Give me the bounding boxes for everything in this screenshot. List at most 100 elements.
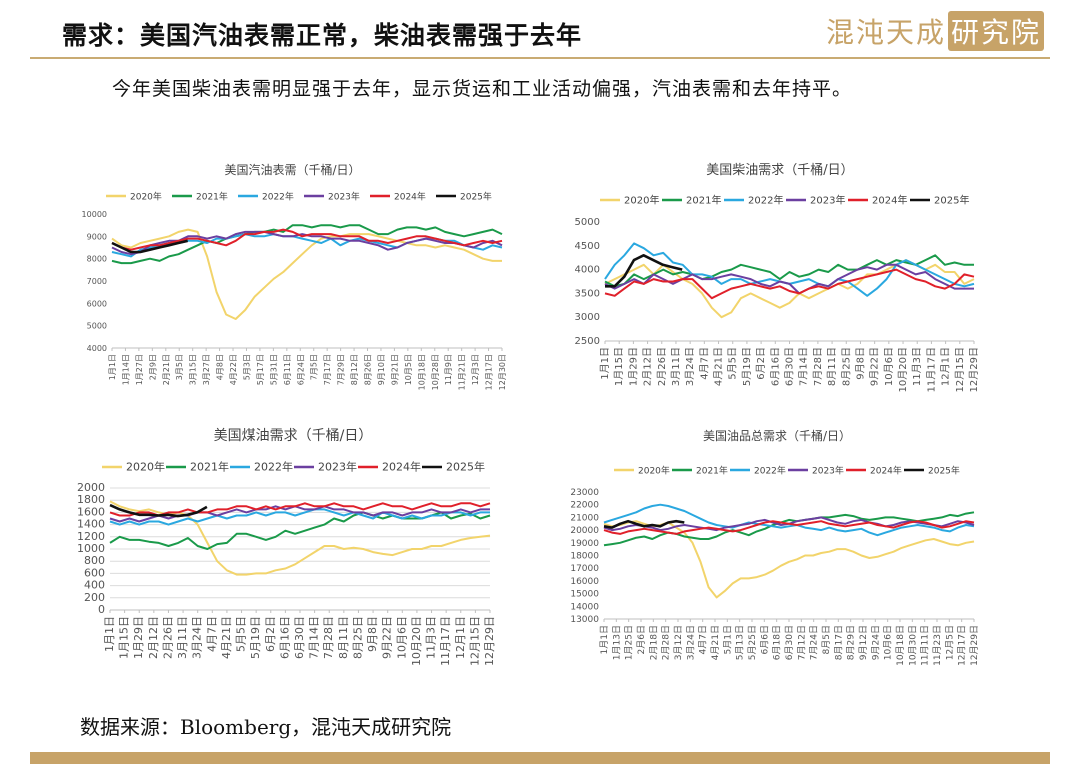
y-tick-label: 200	[84, 591, 105, 604]
x-tick-label: 3月15日	[189, 354, 198, 385]
legend-label-series-2023: 2023年	[810, 194, 845, 207]
x-tick-label: 10月6日	[395, 616, 408, 659]
x-tick-label: 5月1日	[722, 625, 733, 654]
x-tick-label: 1月13日	[611, 625, 622, 660]
x-tick-label: 7月14日	[798, 347, 810, 386]
x-tick-label: 6月16日	[278, 616, 291, 659]
x-tick-label: 4月7日	[205, 616, 218, 652]
x-tick-label: 6月16日	[769, 347, 781, 386]
legend-label-series-2020: 2020年	[638, 465, 670, 477]
y-tick-label: 17000	[570, 564, 599, 574]
legend-label-series-2022: 2022年	[748, 194, 783, 207]
legend-label-series-2025: 2025年	[928, 465, 960, 477]
x-tick-label: 10月20日	[897, 347, 909, 392]
x-tick-label: 6月30日	[784, 625, 795, 660]
y-tick-label: 3500	[575, 288, 600, 299]
x-tick-label: 11月21日	[458, 354, 467, 390]
x-tick-label: 10月6日	[883, 625, 894, 660]
y-tick-label: 7000	[87, 277, 107, 286]
x-tick-label: 4月7日	[698, 625, 709, 654]
x-tick-label: 3月24日	[191, 616, 204, 659]
x-tick-label: 1月25日	[624, 625, 635, 660]
page-title: 需求：美国汽油表需正常，柴油表需强于去年	[62, 21, 583, 50]
y-tick-label: 1000	[77, 542, 105, 555]
line-series-2020	[604, 259, 975, 319]
x-tick-label: 9月22日	[869, 347, 881, 386]
x-tick-label: 11月9日	[444, 354, 453, 385]
x-tick-label: 7月28日	[322, 616, 335, 659]
x-tick-label: 11月3日	[425, 616, 438, 659]
x-tick-label: 1月14日	[121, 354, 130, 385]
x-tick-label: 2月26日	[656, 347, 668, 386]
line-series-2020	[111, 228, 502, 320]
legend-label-series-2021: 2021年	[686, 194, 721, 207]
x-tick-label: 4月21日	[713, 347, 725, 386]
x-tick-label: 10月18日	[895, 625, 906, 666]
x-tick-label: 5月25日	[747, 625, 758, 660]
legend-label-series-2020: 2020年	[624, 194, 659, 207]
y-tick-label: 23000	[570, 488, 599, 498]
x-tick-label: 3月11日	[176, 616, 189, 659]
line-series-2023	[109, 505, 490, 523]
x-tick-label: 9月21日	[390, 354, 399, 385]
x-tick-label: 10月18日	[417, 354, 426, 390]
x-tick-label: 8月12日	[350, 354, 359, 385]
y-tick-label: 13000	[570, 615, 599, 625]
x-tick-label: 2月9日	[148, 354, 157, 380]
x-tick-label: 4月21日	[220, 616, 233, 659]
y-tick-label: 800	[84, 554, 105, 567]
x-tick-label: 11月17日	[925, 347, 937, 392]
y-tick-label: 2000	[77, 481, 105, 494]
x-tick-label: 11月23日	[932, 625, 943, 666]
x-tick-label: 1月1日	[108, 354, 117, 380]
legend-label-series-2024: 2024年	[394, 191, 426, 203]
x-tick-label: 1月1日	[103, 616, 116, 652]
x-tick-label: 8月25日	[351, 616, 364, 659]
footer-band	[30, 752, 1050, 764]
x-tick-label: 6月6日	[759, 625, 770, 654]
x-tick-label: 10月28日	[431, 354, 440, 390]
x-tick-label: 8月5日	[821, 625, 832, 654]
x-tick-label: 5月19日	[741, 347, 753, 386]
line-series-2025	[109, 503, 208, 518]
x-tick-label: 7月29日	[337, 354, 346, 385]
line-series-2024	[111, 228, 503, 251]
x-tick-label: 12月17日	[485, 354, 494, 390]
x-tick-label: 6月2日	[755, 347, 767, 380]
legend-label-series-2023: 2023年	[318, 460, 357, 474]
y-tick-label: 2500	[575, 336, 600, 347]
legend-label-series-2020: 2020年	[130, 191, 162, 203]
y-tick-label: 6000	[87, 299, 107, 308]
x-tick-label: 2月21日	[162, 354, 171, 385]
x-tick-label: 2月28日	[661, 625, 672, 660]
line-series-2021	[603, 511, 975, 547]
line-series-2021	[111, 224, 503, 265]
x-tick-label: 3月12日	[673, 625, 684, 660]
x-tick-label: 3月27日	[202, 354, 211, 385]
legend-label-series-2024: 2024年	[382, 460, 421, 474]
x-tick-label: 7月5日	[310, 354, 319, 380]
x-tick-label: 7月14日	[308, 616, 321, 659]
y-tick-label: 9000	[87, 232, 107, 241]
x-tick-label: 12月17日	[957, 625, 968, 666]
x-tick-label: 1月15日	[613, 347, 625, 386]
x-tick-label: 12月30日	[498, 354, 507, 390]
legend-label-series-2024: 2024年	[872, 194, 907, 207]
line-series-2022	[603, 503, 975, 537]
legend-label-series-2025: 2025年	[934, 194, 969, 207]
legend-label-series-2022: 2022年	[254, 460, 293, 474]
x-tick-label: 10月20日	[410, 616, 423, 666]
y-tick-label: 4000	[87, 344, 107, 353]
x-tick-label: 3月24日	[684, 347, 696, 386]
x-tick-label: 8月29日	[846, 625, 857, 660]
x-tick-label: 1月1日	[599, 625, 610, 654]
line-series-2025	[603, 519, 685, 529]
x-tick-label: 7月12日	[796, 625, 807, 660]
y-tick-label: 1400	[77, 518, 105, 531]
jet-fuel-demand-chart: 美国煤油需求（千桶/日） 2020年 2021年 2022年 2023年 2024年 202…	[77, 428, 496, 666]
x-tick-label: 1月1日	[599, 347, 611, 380]
x-tick-label: 12月3日	[471, 354, 480, 385]
y-tick-label: 8000	[87, 255, 107, 264]
y-tick-label: 1600	[77, 505, 105, 518]
x-tick-label: 9月22日	[381, 616, 394, 659]
